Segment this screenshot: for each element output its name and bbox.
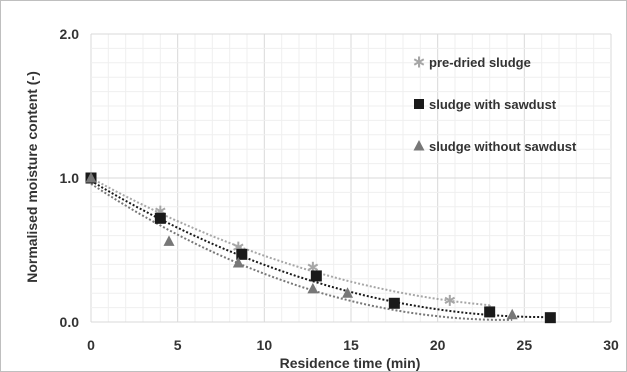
trend-line [90,177,490,307]
y-tick-label: 0.0 [60,314,80,330]
legend: pre-dried sludge sludge with sawdust sludg… [413,55,577,154]
square-marker [484,306,496,318]
square-marker [544,312,556,324]
triangle-marker [232,256,244,268]
square-marker [236,248,248,260]
trend-lines [90,177,551,321]
asterisk-stroke [444,296,456,305]
triangle-marker [85,172,97,183]
asterisk-stroke [413,58,425,66]
x-tick-label: 10 [257,337,273,353]
asterisk-marker [444,294,456,306]
asterisk-stroke [307,263,319,271]
tick-labels: 0 5 10 15 20 25 30 0.0 1.0 2.0 [60,26,619,353]
square-marker [310,270,322,282]
x-tick-label: 20 [430,337,446,353]
x-tick-label: 25 [517,337,533,353]
x-tick-label: 5 [174,337,182,353]
y-axis-label: Normalised moisture content (-) [24,71,40,283]
legend-entry-label: sludge with sawdust [429,97,557,112]
legend-entry-label: pre-dried sludge [429,55,531,70]
data-points [85,172,556,324]
triangle-marker [163,235,175,246]
trend-line [90,180,551,319]
trend-line [90,182,513,321]
x-tick-label: 30 [603,337,619,353]
y-tick-label: 1.0 [60,170,80,186]
square-marker [414,99,424,109]
triangle-marker [506,308,518,320]
x-tick-label: 0 [87,337,95,353]
asterisk-marker [413,56,425,68]
legend-entry-label: sludge without sawdust [429,139,577,154]
x-axis-label: Residence time (min) [280,355,421,371]
triangle-marker [413,140,425,151]
square-marker [388,297,400,309]
grid [90,33,612,323]
square-marker [154,212,166,224]
y-tick-label: 2.0 [60,26,80,42]
triangle-marker [342,287,354,298]
triangle-marker [307,282,319,294]
x-tick-label: 15 [343,337,359,353]
